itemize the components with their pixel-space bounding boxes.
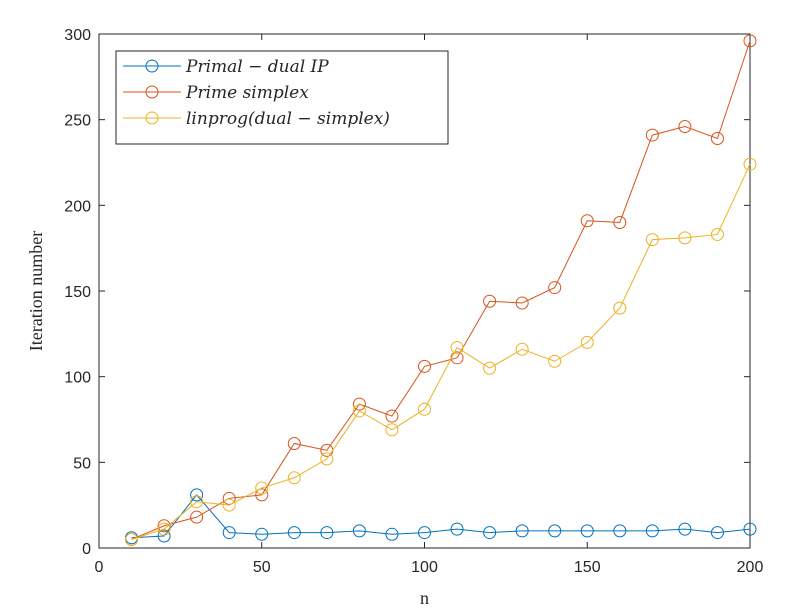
data-point [580,214,594,228]
data-point [515,296,529,310]
data-point [320,526,334,540]
data-point [320,452,334,466]
data-point [710,227,724,241]
data-point [157,519,171,533]
data-point [548,281,562,295]
x-axis-label: n [420,588,429,608]
data-point [743,522,757,536]
data-point [352,524,366,538]
data-point [515,524,529,538]
data-point [287,526,301,540]
legend-marker [145,59,159,73]
data-point [580,335,594,349]
data-point [645,524,659,538]
data-point [255,527,269,541]
data-point [678,120,692,134]
data-point [418,402,431,416]
legend-marker [145,85,159,99]
data-point [483,361,497,375]
data-point [352,404,366,418]
data-point [190,495,204,509]
x-axis: 0 50 100 150 200 [95,34,764,576]
y-tick-label: 250 [64,113,91,130]
data-point [385,409,399,423]
data-point [255,488,269,502]
data-point [222,526,236,540]
data-point [483,294,497,308]
series-layer [125,34,757,546]
data-point [710,132,724,146]
data-point [710,526,724,540]
series-line [131,40,751,540]
y-tick-label: 200 [64,198,91,215]
y-axis-label: Iteration number [26,231,46,351]
data-point [450,351,464,365]
data-point [743,157,757,171]
data-point [157,529,171,543]
y-tick-label: 50 [73,455,91,472]
data-point [418,359,431,373]
data-point [385,423,399,437]
data-point [190,510,204,524]
data-point [287,436,301,450]
data-point [385,527,399,541]
legend: Primal − dual IP Prime simplex linprog(dua… [115,50,449,145]
x-tick-label: 0 [95,559,104,576]
data-point [450,341,464,355]
legend-marker [145,111,159,125]
series-line [131,494,751,539]
data-point [678,231,692,245]
data-point [548,354,562,368]
legend-label: Prime simplex [185,83,309,103]
y-axis: 0 50 100 150 200 250 300 [64,27,750,558]
x-tick-label: 50 [253,559,271,576]
x-tick-label: 100 [411,559,438,576]
series-3 [125,157,757,546]
data-point [678,522,692,536]
data-point [613,215,627,229]
data-point [125,532,139,546]
data-point [645,128,659,142]
data-point [255,481,269,495]
data-point [222,491,236,505]
data-point [352,397,366,411]
data-point [287,471,301,485]
data-point [743,34,757,48]
y-tick-label: 150 [64,284,91,301]
data-point [418,526,431,540]
data-point [580,524,594,538]
legend-label: Primal − dual IP [185,57,329,77]
y-tick-label: 300 [64,27,91,44]
data-point [548,524,562,538]
data-point [483,526,497,540]
data-point [450,522,464,536]
data-point [613,301,627,315]
x-tick-label: 200 [737,559,764,576]
data-point [613,524,627,538]
y-tick-label: 100 [64,370,91,387]
data-point [222,498,236,512]
x-tick-label: 150 [574,559,601,576]
data-point [157,522,171,536]
legend-label: linprog(dual − simplex) [186,109,390,129]
data-point [190,488,204,502]
y-tick-label: 0 [82,541,91,558]
data-point [645,233,659,247]
data-point [515,342,529,356]
